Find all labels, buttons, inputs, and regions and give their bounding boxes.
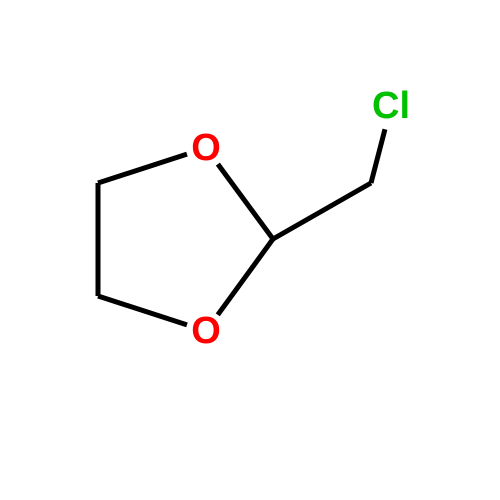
molecule-canvas: O O Cl	[0, 0, 500, 500]
atom-label-Cl: Cl	[372, 85, 410, 127]
atom-label-O1: O	[191, 127, 221, 169]
bond-C5-C6	[273, 183, 371, 239]
atom-label-O4: O	[191, 310, 221, 352]
bonds-layer	[98, 129, 385, 325]
bond-C6-Cl	[371, 129, 385, 183]
bond-C5-O1	[218, 164, 273, 239]
bond-C3-O4	[98, 296, 187, 325]
atoms-layer: O O Cl	[191, 85, 410, 352]
bond-O4-C5	[218, 239, 273, 315]
bond-O1-C2	[98, 154, 187, 183]
